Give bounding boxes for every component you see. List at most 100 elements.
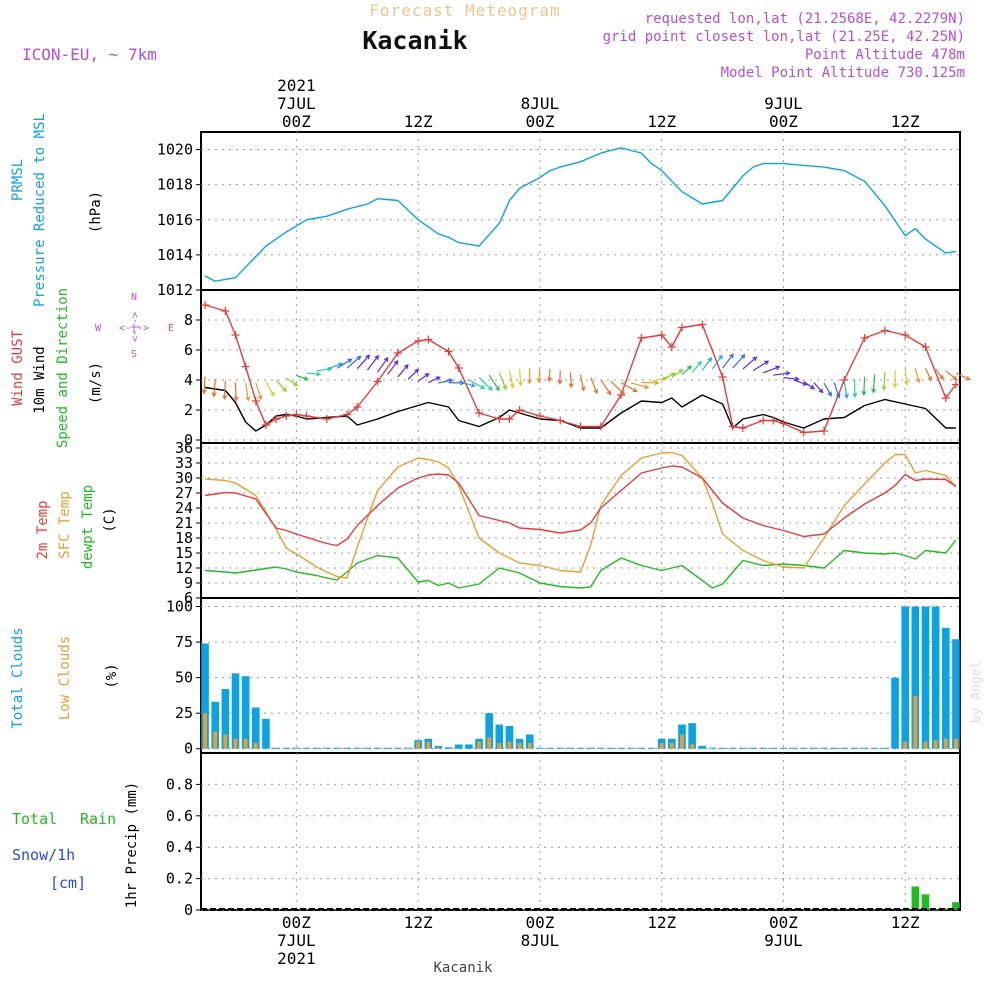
- wind-direction-arrow: [285, 377, 298, 387]
- gust-marker: [779, 419, 788, 428]
- total-cloud-bar: [343, 747, 351, 749]
- clouds-label-units: (%): [104, 663, 120, 688]
- wind-direction-arrowhead: [593, 389, 598, 395]
- low-cloud-bar: [477, 741, 481, 749]
- precip-label-total: Total: [12, 810, 57, 828]
- rain-bar: [921, 894, 930, 910]
- low-cloud-bar: [487, 737, 492, 749]
- total-cloud-bar: [881, 747, 889, 749]
- wind-direction-arrow: [326, 362, 343, 370]
- wind-direction-arrow: [458, 381, 475, 387]
- gust-marker: [302, 412, 311, 420]
- low-cloud-bar: [527, 743, 532, 749]
- wind-ytick-label: 2: [184, 401, 193, 419]
- total-cloud-bar: [566, 747, 575, 749]
- wind-direction-arrow: [711, 355, 723, 370]
- gust-marker: [251, 397, 260, 405]
- gust-marker: [657, 331, 666, 339]
- wind-direction-arrow: [417, 373, 430, 382]
- wind-direction-arrowhead: [632, 387, 638, 393]
- wind-direction-arrowhead: [927, 376, 932, 382]
- top-time-label: 2021: [277, 76, 316, 95]
- clouds-ytick-label: 50: [175, 669, 193, 687]
- wind-direction-arrowhead: [374, 354, 380, 360]
- wind-direction-arrowhead: [365, 354, 371, 360]
- wind-direction-arrow: [610, 380, 625, 395]
- top-time-label: 12Z: [404, 112, 433, 131]
- pressure-series-line: [204, 147, 957, 282]
- wind-direction-arrow: [428, 376, 441, 384]
- wind-direction-arrowhead: [403, 364, 409, 370]
- low-cloud-bar: [233, 738, 238, 749]
- wind-direction-arrow: [569, 372, 572, 388]
- total-cloud-bar: [251, 707, 260, 749]
- wind-direction-arrow: [346, 355, 361, 369]
- wind-direction-arrow: [255, 382, 262, 400]
- total-cloud-bar: [454, 744, 463, 749]
- wind-direction-arrowhead: [527, 379, 532, 385]
- wind-direction-arrowhead: [904, 380, 909, 386]
- wind-direction-arrow: [366, 355, 379, 371]
- wind-direction-arrowhead: [580, 386, 586, 392]
- total-cloud-bar: [373, 747, 382, 749]
- low-cloud-bar: [923, 741, 928, 749]
- wind-direction-arrowhead: [662, 376, 669, 382]
- total-cloud-bar: [383, 747, 392, 749]
- wind-direction-arrowhead: [479, 384, 486, 390]
- temp-ytick-label: 12: [175, 559, 193, 577]
- total-cloud-bar: [647, 747, 656, 749]
- footer-location: Kacanik: [433, 960, 493, 976]
- wind-direction-arrowhead: [435, 376, 441, 381]
- gust-marker: [901, 331, 910, 339]
- temp-ytick-label: 9: [184, 574, 193, 592]
- wind-direction-arrowhead: [536, 377, 542, 383]
- gust-marker: [373, 377, 382, 386]
- temp-ytick-label: 18: [175, 529, 193, 547]
- top-time-label: 00Z: [525, 112, 554, 131]
- total-cloud-bar: [353, 747, 362, 749]
- gust-marker: [272, 415, 281, 423]
- total-cloud-bar: [931, 606, 940, 749]
- low-cloud-bar: [659, 743, 664, 749]
- wind-direction-arrow: [803, 381, 815, 390]
- total-cloud-bar: [810, 747, 818, 749]
- low-cloud-bar: [517, 743, 522, 749]
- total-cloud-bar: [637, 747, 646, 749]
- wind-direction-arrowhead: [871, 388, 877, 394]
- gust-marker: [475, 409, 484, 417]
- low-cloud-bar: [507, 741, 512, 749]
- total-cloud-bar: [495, 724, 504, 749]
- gust-marker: [738, 424, 747, 432]
- credit-watermark: by Angel: [969, 661, 984, 724]
- wind-direction-arrow: [600, 379, 611, 395]
- gust-marker: [799, 428, 808, 437]
- low-cloud-bar: [426, 741, 431, 749]
- wind-direction-arrow: [296, 374, 308, 381]
- wind-direction-arrow: [823, 382, 832, 396]
- gust-marker: [860, 334, 869, 342]
- wind-direction-arrow: [773, 372, 790, 376]
- compass-south: S: [131, 349, 137, 360]
- low-cloud-bar: [669, 743, 674, 749]
- wind-direction-arrow: [833, 382, 840, 398]
- wind-direction-arrow: [793, 379, 807, 386]
- wind-direction-arrow: [783, 377, 799, 380]
- low-cloud-bar: [943, 738, 948, 749]
- bottom-time-label: 7JUL: [277, 931, 316, 950]
- temp-ytick-label: 33: [175, 454, 193, 472]
- wind-direction-arrowhead: [697, 360, 702, 366]
- wind-direction-arrow: [883, 371, 886, 390]
- wind-direction-arrowhead: [424, 373, 430, 378]
- wind-direction-arrowhead: [282, 387, 287, 393]
- wind-direction-arrowhead: [686, 365, 692, 371]
- temp-label-dewpt: dewpt Temp: [80, 485, 96, 569]
- total-cloud-bar: [952, 639, 960, 749]
- wind-direction-arrow: [356, 354, 370, 370]
- gust-marker: [454, 364, 463, 372]
- chart-location-title: Kacanik: [362, 26, 467, 55]
- wind-direction-arrow: [488, 374, 500, 391]
- wind-direction-arrowhead: [939, 374, 944, 380]
- wind-direction-arrow: [478, 377, 493, 391]
- pressure-ytick-label: 1016: [157, 211, 193, 229]
